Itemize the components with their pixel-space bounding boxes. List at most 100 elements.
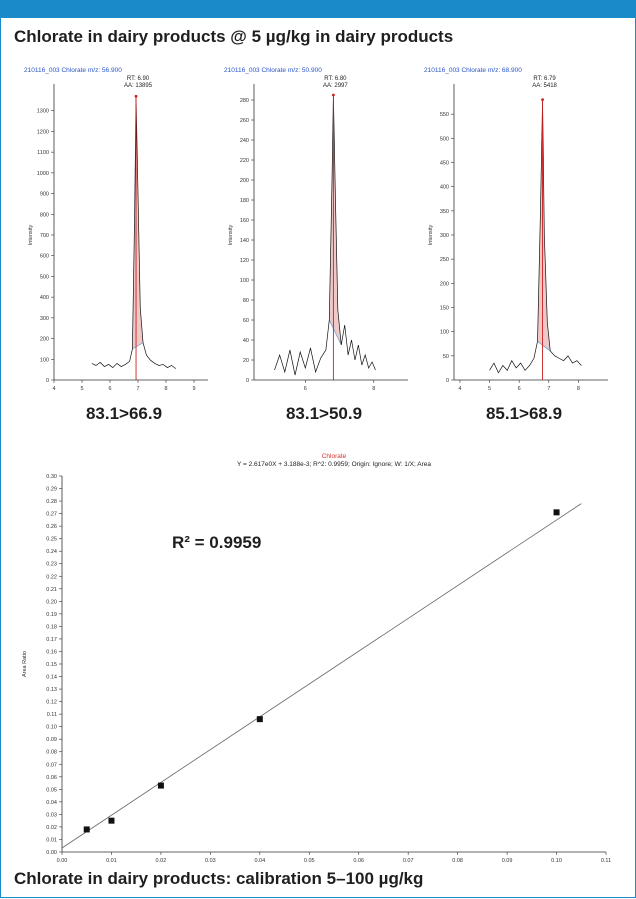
y-tick-label: 0.16 — [46, 649, 57, 655]
peak-area — [132, 96, 144, 349]
figure-caption: Chlorate in dairy products: calibration … — [14, 869, 424, 888]
calibration-title: Chlorate — [322, 453, 347, 460]
x-tick-label: 0.07 — [403, 858, 414, 864]
y-tick-label: 0.10 — [46, 725, 57, 731]
y-tick-label: 40 — [243, 338, 249, 344]
calibration-point — [83, 826, 90, 833]
y-tick-label: 60 — [243, 318, 249, 324]
peak-baseline — [328, 319, 342, 346]
x-tick-label: 0.09 — [502, 858, 513, 864]
transition-label: 83.1>50.9 — [285, 404, 363, 423]
y-tick-label: 0.23 — [46, 562, 57, 568]
calibration-point — [256, 716, 263, 723]
peak-area — [329, 95, 342, 345]
x-tick-label: 5 — [488, 386, 491, 392]
x-tick-label: 0.11 — [601, 858, 611, 864]
y-tick-label: 0.01 — [46, 837, 57, 843]
chart-header: 210116_003 Chlorate m/z: 68.900 — [424, 67, 522, 74]
chromatogram-trace — [91, 96, 177, 369]
x-tick-label: 0.08 — [452, 858, 463, 864]
y-tick-label: 900 — [40, 192, 49, 198]
y-tick-label: 0.00 — [46, 850, 57, 856]
accent-bar — [0, 0, 636, 18]
y-tick-label: 500 — [440, 136, 449, 142]
peak-rt-label: RT: 6.79 — [533, 76, 556, 82]
peak-apex — [331, 93, 335, 97]
y-tick-label: 1000 — [37, 171, 49, 177]
x-tick-label: 6 — [518, 386, 521, 392]
y-tick-label: 20 — [243, 358, 249, 364]
chart-header: 210116_003 Chlorate m/z: 56.900 — [24, 67, 122, 74]
y-tick-label: 200 — [240, 178, 249, 184]
calibration-point — [157, 782, 164, 789]
y-tick-label: 700 — [40, 233, 49, 239]
x-tick-label: 8 — [577, 386, 580, 392]
transition-label: 85.1>68.9 — [485, 404, 563, 423]
y-tick-label: 0.28 — [46, 499, 57, 505]
y-tick-label: 450 — [440, 161, 449, 167]
y-tick-label: 0.21 — [46, 587, 57, 593]
peak-apex — [134, 94, 138, 98]
y-tick-label: 1200 — [37, 129, 49, 135]
y-tick-label: 0.29 — [46, 487, 57, 493]
y-axis-label: Intensity — [28, 225, 34, 246]
chromatogram-1: 210116_003 Chlorate m/z: 56.900 0 100 200 30… — [24, 67, 208, 392]
peak-rt-label: RT: 6.90 — [127, 76, 150, 82]
x-tick-label: 5 — [80, 386, 83, 392]
y-tick-label: 100 — [40, 357, 49, 363]
y-tick-label: 600 — [40, 254, 49, 260]
calibration-point — [108, 817, 115, 824]
y-tick-label: 300 — [40, 316, 49, 322]
y-tick-label: 0.24 — [46, 549, 57, 555]
y-tick-label: 260 — [240, 118, 249, 124]
calibration-point — [553, 509, 560, 516]
y-tick-label: 0.11 — [47, 712, 57, 718]
peak-rt-label: RT: 6.80 — [324, 76, 347, 82]
y-tick-label: 0.20 — [46, 599, 57, 605]
chromatogram-trace — [489, 99, 582, 374]
y-tick-label: 800 — [40, 212, 49, 218]
y-tick-label: 0.14 — [46, 675, 57, 681]
y-tick-label: 550 — [440, 112, 449, 118]
transition-label: 83.1>66.9 — [85, 404, 163, 423]
y-tick-label: 160 — [240, 218, 249, 224]
calibration-equation: Y = 2.617e0X + 3.188e-3; R^2: 0.9959; Or… — [237, 461, 431, 468]
x-tick-label: 8 — [164, 386, 167, 392]
y-tick-label: 0.03 — [46, 812, 57, 818]
y-axis-label: Intensity — [228, 225, 234, 246]
peak-area-label: AA: 2997 — [323, 83, 348, 89]
y-tick-label: 220 — [240, 158, 249, 164]
r-squared-annotation: R² = 0.9959 — [172, 533, 261, 552]
y-tick-label: 140 — [240, 238, 249, 244]
y-tick-label: 280 — [240, 98, 249, 104]
y-tick-label: 1100 — [37, 150, 49, 156]
y-tick-label: 350 — [440, 209, 449, 215]
y-axis-label: Area Ratio — [22, 651, 28, 677]
y-tick-label: 0.07 — [46, 762, 57, 768]
y-tick-label: 0.09 — [46, 737, 57, 743]
y-tick-label: 0.12 — [46, 700, 57, 706]
y-tick-label: 0 — [446, 378, 449, 384]
chromatogram-2: 210116_003 Chlorate m/z: 50.900 0 20 40 60 80… — [224, 67, 408, 392]
y-tick-label: 100 — [240, 278, 249, 284]
x-tick-label: 0.01 — [106, 858, 117, 864]
y-tick-label: 0.15 — [46, 662, 57, 668]
x-tick-label: 6 — [304, 386, 307, 392]
x-tick-label: 0.02 — [156, 858, 167, 864]
chromatogram-3: 210116_003 Chlorate m/z: 68.900 0 50 100 150… — [424, 67, 608, 392]
y-tick-label: 0.13 — [46, 687, 57, 693]
y-tick-label: 0.27 — [46, 512, 57, 518]
y-tick-label: 100 — [440, 330, 449, 336]
y-tick-label: 0.19 — [46, 612, 57, 618]
y-tick-label: 0.26 — [46, 524, 57, 530]
y-tick-label: 0 — [46, 378, 49, 384]
y-axis-label: Intensity — [428, 225, 434, 246]
y-tick-label: 0.25 — [46, 537, 57, 543]
x-tick-label: 0.10 — [551, 858, 562, 864]
y-tick-label: 80 — [243, 298, 249, 304]
y-tick-label: 0.04 — [46, 800, 57, 806]
x-tick-label: 7 — [547, 386, 550, 392]
y-tick-label: 0.08 — [46, 750, 57, 756]
y-tick-label: 0.17 — [46, 637, 57, 643]
